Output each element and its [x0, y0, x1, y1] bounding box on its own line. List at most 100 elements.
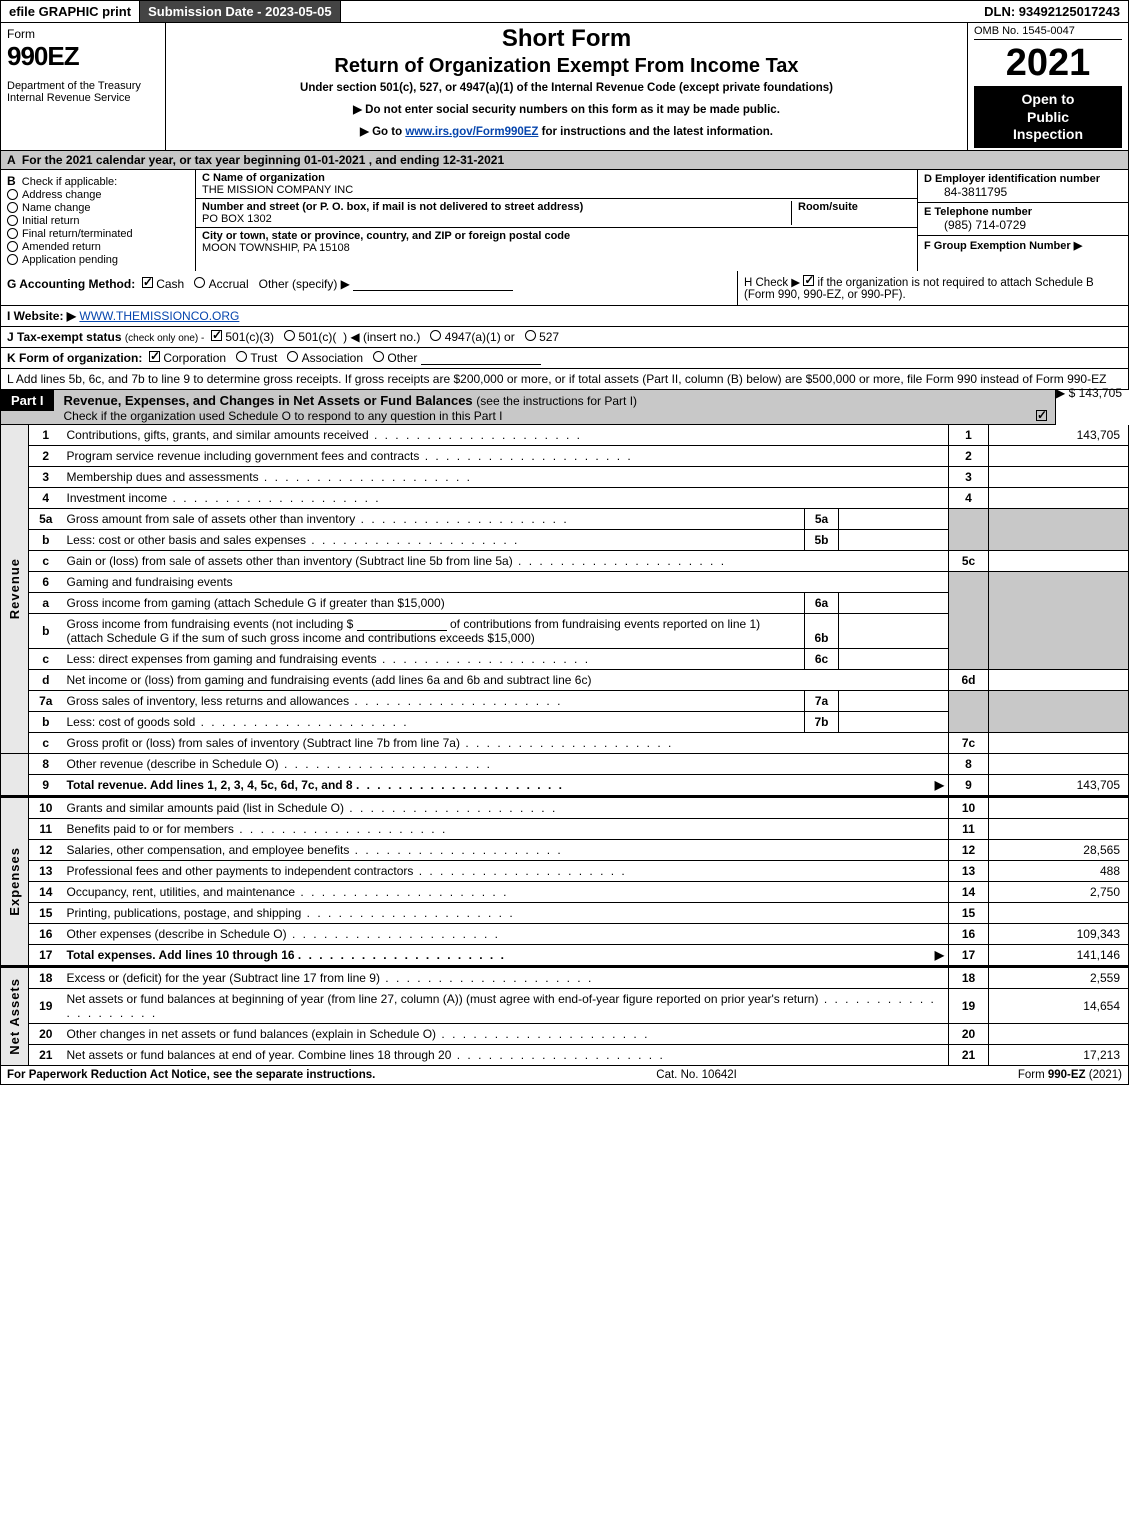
chk-cash[interactable] [142, 277, 153, 288]
bullet-goto-post: for instructions and the latest informat… [538, 126, 773, 138]
f-lbl: F Group Exemption Number ▶ [924, 239, 1122, 252]
k-lbl: K Form of organization: [7, 351, 142, 365]
l7c-desc: Gross profit or (loss) from sales of inv… [67, 736, 674, 750]
chk-501c3[interactable] [211, 330, 222, 341]
l15-amt [989, 902, 1129, 923]
row-g: G Accounting Method: Cash Accrual Other … [1, 271, 738, 305]
chk-501c[interactable] [284, 330, 295, 341]
website-link[interactable]: WWW.THEMISSIONCO.ORG [79, 309, 239, 323]
form-subtitle: Under section 501(c), 527, or 4947(a)(1)… [176, 82, 957, 94]
tax-year: 2021 [974, 40, 1122, 87]
revenue-section-label: Revenue [1, 425, 29, 754]
lbl-name-change: Name change [22, 202, 91, 214]
l9-desc: Total revenue. Add lines 1, 2, 3, 4, 5c,… [67, 778, 353, 792]
header-left: Form 990EZ Department of the Treasury In… [1, 23, 166, 150]
l5b-subamt [839, 529, 949, 550]
l6d-num: d [29, 669, 63, 690]
row-a-letter: A [7, 153, 15, 167]
lbl-other: Other (specify) ▶ [259, 277, 350, 291]
l18-amt: 2,559 [989, 966, 1129, 988]
chk-corp[interactable] [149, 351, 160, 362]
l15-num: 15 [29, 902, 63, 923]
c-street-lbl: Number and street (or P. O. box, if mail… [202, 201, 791, 213]
c-room-lbl: Room/suite [798, 201, 911, 213]
l1-num: 1 [29, 425, 63, 446]
efile-print[interactable]: efile GRAPHIC print [1, 1, 140, 22]
box-b-label: Check if applicable: [22, 176, 117, 188]
l12-amt: 28,565 [989, 839, 1129, 860]
bullet-goto: ▶ Go to www.irs.gov/Form990EZ for instru… [176, 124, 957, 138]
d-val: 84-3811795 [924, 185, 1122, 199]
lbl-initial-return: Initial return [22, 215, 79, 227]
l7a-subamt [839, 690, 949, 711]
header-right: OMB No. 1545-0047 2021 Open to Public In… [968, 23, 1128, 150]
chk-application-pending[interactable] [7, 254, 18, 265]
chk-h[interactable] [803, 275, 814, 286]
chk-trust[interactable] [236, 351, 247, 362]
l18-desc: Excess or (deficit) for the year (Subtra… [67, 971, 594, 985]
chk-part1-scheduleO[interactable] [1036, 410, 1047, 421]
g-other-blank[interactable] [353, 278, 513, 291]
chk-4947[interactable] [430, 330, 441, 341]
l12-lineno: 12 [949, 839, 989, 860]
l9-amt: 143,705 [989, 774, 1129, 796]
l5a-subnum: 5a [805, 508, 839, 529]
l7a-num: 7a [29, 690, 63, 711]
chk-other-org[interactable] [373, 351, 384, 362]
form-header: Form 990EZ Department of the Treasury In… [0, 23, 1129, 151]
l7a-subnum: 7a [805, 690, 839, 711]
part1-header: Part I Revenue, Expenses, and Changes in… [0, 390, 1056, 425]
lbl-assoc: Association [302, 351, 363, 365]
l1-lineno: 1 [949, 425, 989, 446]
e-val: (985) 714-0729 [924, 218, 1122, 232]
row-h: H Check ▶ if the organization is not req… [738, 271, 1128, 305]
l6b-subamt [839, 613, 949, 648]
l21-lineno: 21 [949, 1044, 989, 1065]
irs-link[interactable]: www.irs.gov/Form990EZ [405, 126, 538, 138]
lbl-application-pending: Application pending [22, 254, 118, 266]
l6b-blank[interactable] [357, 618, 447, 631]
l9-lineno: 9 [949, 774, 989, 796]
l14-amt: 2,750 [989, 881, 1129, 902]
l19-lineno: 19 [949, 988, 989, 1023]
l5a-num: 5a [29, 508, 63, 529]
chk-address-change[interactable] [7, 189, 18, 200]
l6c-num: c [29, 648, 63, 669]
l6d-lineno: 6d [949, 669, 989, 690]
chk-final-return[interactable] [7, 228, 18, 239]
l-arrow: ▶ $ [1056, 386, 1075, 400]
l5a-desc: Gross amount from sale of assets other t… [67, 512, 569, 526]
lbl-4947: 4947(a)(1) or [445, 330, 515, 344]
k-other-blank[interactable] [421, 352, 541, 365]
lbl-trust: Trust [250, 351, 277, 365]
l16-amt: 109,343 [989, 923, 1129, 944]
row-i: I Website: ▶ WWW.THEMISSIONCO.ORG [0, 306, 1129, 327]
row-a: A For the 2021 calendar year, or tax yea… [0, 151, 1129, 170]
chk-accrual[interactable] [194, 277, 205, 288]
chk-initial-return[interactable] [7, 215, 18, 226]
chk-assoc[interactable] [287, 351, 298, 362]
chk-527[interactable] [525, 330, 536, 341]
l6b-num: b [29, 613, 63, 648]
l7c-num: c [29, 732, 63, 753]
footer-left: For Paperwork Reduction Act Notice, see … [7, 1069, 375, 1081]
c-city-lbl: City or town, state or province, country… [202, 230, 911, 242]
lbl-527: 527 [539, 330, 559, 344]
l2-num: 2 [29, 445, 63, 466]
form-word: Form [7, 27, 159, 41]
c-name-lbl: C Name of organization [202, 172, 911, 184]
l16-desc: Other expenses (describe in Schedule O) [67, 927, 500, 941]
l10-amt [989, 796, 1129, 818]
l20-lineno: 20 [949, 1023, 989, 1044]
l4-lineno: 4 [949, 487, 989, 508]
l21-desc: Net assets or fund balances at end of ye… [67, 1048, 665, 1062]
box-b-letter: B [7, 174, 16, 188]
chk-name-change[interactable] [7, 202, 18, 213]
chk-amended-return[interactable] [7, 241, 18, 252]
l17-arrow: ▶ [935, 948, 944, 962]
l6b-desc1: Gross income from fundraising events (no… [67, 617, 354, 631]
e-lbl: E Telephone number [924, 206, 1122, 218]
l13-lineno: 13 [949, 860, 989, 881]
l5a-subamt [839, 508, 949, 529]
row-k: K Form of organization: Corporation Trus… [0, 348, 1129, 369]
